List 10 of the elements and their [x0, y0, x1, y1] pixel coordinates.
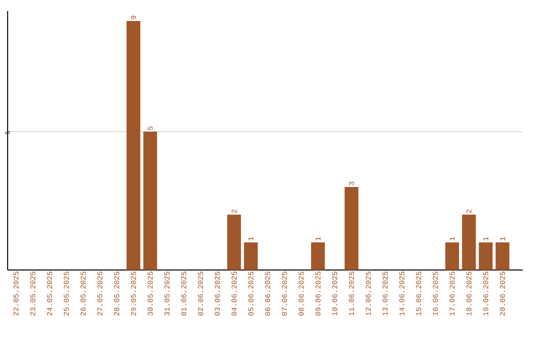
bar — [311, 242, 325, 270]
bar — [344, 186, 358, 270]
bar — [244, 242, 258, 270]
bar — [462, 214, 476, 270]
bar — [227, 214, 241, 270]
bar — [496, 242, 510, 270]
bar — [126, 20, 140, 270]
bar — [478, 242, 493, 270]
bar — [143, 132, 158, 270]
bar — [445, 242, 460, 270]
